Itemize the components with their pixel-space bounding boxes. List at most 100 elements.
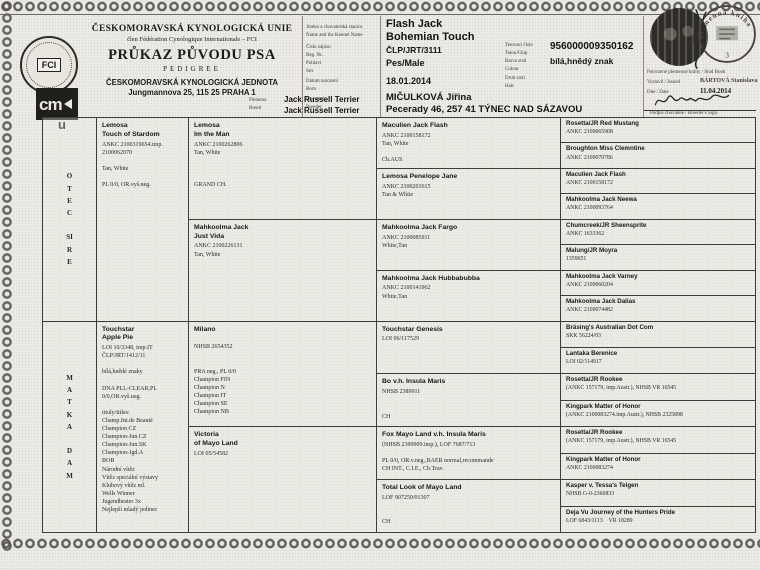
ancestor-details: ANKC 2100085911 White,Tan	[382, 234, 431, 249]
ancestor-name: Kasper v. Tessa's Telgen	[566, 482, 639, 490]
dam-side-label: MATKA DAM	[43, 321, 97, 532]
ancestor-name: Rosetta/JR Rookee	[566, 429, 623, 437]
ancestor-details: ANKC 2100226131 Tan, White	[194, 243, 243, 258]
stamp-number: 3	[725, 50, 729, 59]
birth-date: 18.01.2014	[386, 76, 432, 86]
cmku-logo-text: cm	[39, 94, 63, 114]
ancestor-details: NHSB 2654352 PRA neg., PL 0/0 Champion F…	[194, 344, 236, 416]
breed-label: Plemeno Breed	[249, 98, 267, 111]
chip-label: Tetovací číslo Tatoo/Chip	[505, 43, 533, 56]
ancestor-name: Bräsing's Australian Dot Com	[566, 323, 654, 331]
ancestor-name: Kingpark Matter of Honor	[566, 402, 641, 410]
issued-label: Vystavil / Issued	[647, 80, 681, 85]
ancestor-details: SKK 56224/03	[566, 332, 601, 339]
ancestor-details: ANKC 2100093764	[566, 205, 613, 212]
colour-label: Barva srsti Colour	[505, 59, 527, 72]
dam-gen4-column: Bräsing's Australian Dot Com SKK 56224/0…	[561, 322, 755, 532]
dam-label-cz: MATKA	[66, 373, 73, 431]
org-name: ČESKOMORAVSKÁ KYNOLOGICKÁ UNIE	[91, 24, 293, 34]
document-title: PRŮKAZ PŮVODU PSA	[108, 47, 276, 63]
ancestor-cell: Bräsing's Australian Dot Com SKK 56224/0…	[561, 322, 755, 347]
ancestor-name: Maculien Jack Flash	[382, 122, 448, 129]
signature-line	[644, 110, 756, 111]
fci-logo-label: FCI	[36, 58, 62, 72]
ancestor-cell: Mahkoolma Jack Dalias ANKC 2100074482	[561, 295, 755, 320]
ancestor-name: Rosetta/JR Red Mustang	[566, 120, 639, 127]
ancestor-cell: Mahkoolma Jack Varney ANKC 2100060204	[561, 269, 755, 295]
ancestor-name: Rosetta/JR Rookee	[566, 376, 623, 384]
ancestor-cell: Touchstar Genesis LOI 06/117529	[377, 322, 560, 374]
ancestor-details: NHSB 2389911 CH	[382, 389, 421, 420]
ancestor-name: Broughton Miss Clemntine	[566, 145, 645, 153]
ancestor-cell: Mahkoolma Jack Neewa ANKC 2100093764	[561, 193, 755, 218]
ancestor-details: (NHSB 2399909.imp.), LOF 7687/713 PL 0/0…	[382, 442, 494, 473]
sire-gen2-column: Lemosa Im the Man ANKC 2100262806 Tan, W…	[189, 118, 377, 321]
ancestor-cell: Fox Mayo Land v.h. Insula Maris (NHSB 23…	[377, 426, 560, 479]
ancestor-details: ANKC 2100083274	[566, 464, 613, 471]
ancestor-cell: Kingpark Matter of Honor (ANKC 210008327…	[561, 399, 755, 426]
ancestor-cell: Lantaka Berenice LOI 02/114917	[561, 346, 755, 373]
ancestor-name: Total Look of Mayo Land	[382, 484, 462, 492]
dog-name: Flash Jack Bohemian Touch	[386, 18, 475, 43]
breed-value-2: Jack Russell Terrier	[284, 106, 360, 115]
fci-logo-icon: FCI	[20, 36, 78, 94]
ancestor-cell: Mahkoolma Jack Hubbabubba ANKC 210014196…	[377, 269, 560, 321]
born-label: Datum narození Born	[306, 79, 339, 92]
ancestor-details: ANKC 1633362	[566, 230, 605, 237]
reg-label: Číslo zápisu Reg. Nr.	[306, 45, 331, 58]
ancestor-cell: Chumcreek/JR Sheensprite ANKC 1633362	[561, 218, 755, 244]
ancestor-cell: Victoria of Mayo Land LOI 05/54582	[189, 426, 376, 532]
ancestor-cell: Total Look of Mayo Land LOF 907250/01307…	[377, 479, 560, 532]
sex-value: Pes/Male	[386, 58, 425, 68]
ancestor-cell: Maculien Jack Flash ANKC 2100158172	[561, 167, 755, 193]
header-top-rule	[0, 14, 760, 15]
ancestor-details: ANKC 2100319654.imp. 2100062070 Tan, Whi…	[102, 141, 163, 189]
dam-label-en: DAM	[66, 447, 73, 480]
cmku-logo-icon: cm	[36, 88, 78, 120]
ancestor-cell: Kingpark Matter of Honor ANKC 2100083274	[561, 452, 755, 479]
ancestor-name: Lemosa Penelope Jane	[382, 172, 458, 180]
ancestor-details: (ANKC 157179, imp.Austr.), NHSB VR 16545	[566, 385, 677, 392]
pedigree-table: OTEC SIRE Lemosa Touch of Stardom ANKC 2…	[42, 117, 756, 533]
ancestor-name: Victoria of Mayo Land	[194, 431, 238, 448]
ancestor-details: LOI 10/3348, imp.IT ČLP/JRT/1412/11 bílá…	[102, 345, 158, 514]
ancestor-cell: Touchstar Apple Pie LOI 10/3348, imp.IT …	[97, 322, 188, 532]
ancestor-name: Lemosa Touch of Stardom	[102, 122, 160, 138]
chip-number: 956000009350162	[550, 41, 634, 52]
colour-value: bílá,hnědý znak	[550, 56, 614, 66]
ancestor-details: (ANKC 157179, imp.Austr.), NHSB VR 16545	[566, 438, 677, 445]
ancestor-details: LOI 02/114917	[566, 359, 602, 366]
ancestor-name: Bo v.h. Insula Maris	[382, 378, 446, 386]
ancestor-details: (ANKC 2100083274.imp.Austr.), NHSB 23258…	[566, 411, 683, 418]
sire-gen4-column: Rosetta/JR Red Mustang ANKC 2100065908 B…	[561, 118, 755, 321]
ancestor-details: ANKC 2100065908	[566, 129, 613, 136]
ancestor-cell: Deja Vu Journey of the Hunters Pride LOF…	[561, 505, 755, 532]
sire-section: OTEC SIRE Lemosa Touch of Stardom ANKC 2…	[43, 118, 755, 322]
studbook-stamp-icon: plemenná kniha 3	[697, 5, 756, 63]
ancestor-cell: Malung/JR Moyra 1359651	[561, 244, 755, 269]
ancestor-cell: Bo v.h. Insula Maris NHSB 2389911 CH	[377, 373, 560, 426]
ancestor-details: ANKC 2100060204	[566, 281, 613, 288]
name-label: Jméno a chovatelská stanice Name and the…	[306, 25, 363, 38]
ancestor-cell: Broughton Miss Clemntine ANKC 2100070786	[561, 142, 755, 167]
ancestor-cell: Rosetta/JR Rookee (ANKC 157179, imp.Aust…	[561, 373, 755, 399]
decorative-chain-border-left	[0, 0, 14, 552]
breeder-label: Chovatel Breeder	[306, 97, 325, 110]
ancestor-name: Mahkoolma Jack Dalias	[566, 298, 636, 306]
ancestor-details: LOI 05/54582	[194, 450, 229, 457]
issue-date: 11.04.2014	[700, 87, 732, 95]
sire-parent-column: Lemosa Touch of Stardom ANKC 2100319654.…	[97, 118, 189, 321]
ancestor-details: LOF 907250/01307 CH	[382, 494, 430, 526]
dam-gen3-column: Touchstar Genesis LOI 06/117529 Bo v.h. …	[377, 321, 561, 532]
ancestor-details: ANKC 2100070786	[566, 154, 613, 161]
org-header: ČESKOMORAVSKÁ KYNOLOGICKÁ UNIE člen Fédé…	[84, 24, 300, 97]
ancestor-cell: Kasper v. Tessa's Telgen NHSB G-0-236083…	[561, 479, 755, 505]
breeder-sign-label: Podpis chovatele / Breeder's Sign.	[650, 111, 719, 116]
header-divider	[380, 16, 381, 117]
ancestor-cell: Rosetta/JR Rookee (ANKC 157179, imp.Aust…	[561, 426, 755, 452]
cmku-logo-u: u	[58, 117, 66, 132]
ancestor-details: LOF 6843/1113 VR 18289	[566, 517, 633, 524]
ancestor-cell: Lemosa Touch of Stardom ANKC 2100319654.…	[97, 118, 188, 321]
ancestor-name: Milano	[194, 325, 216, 333]
